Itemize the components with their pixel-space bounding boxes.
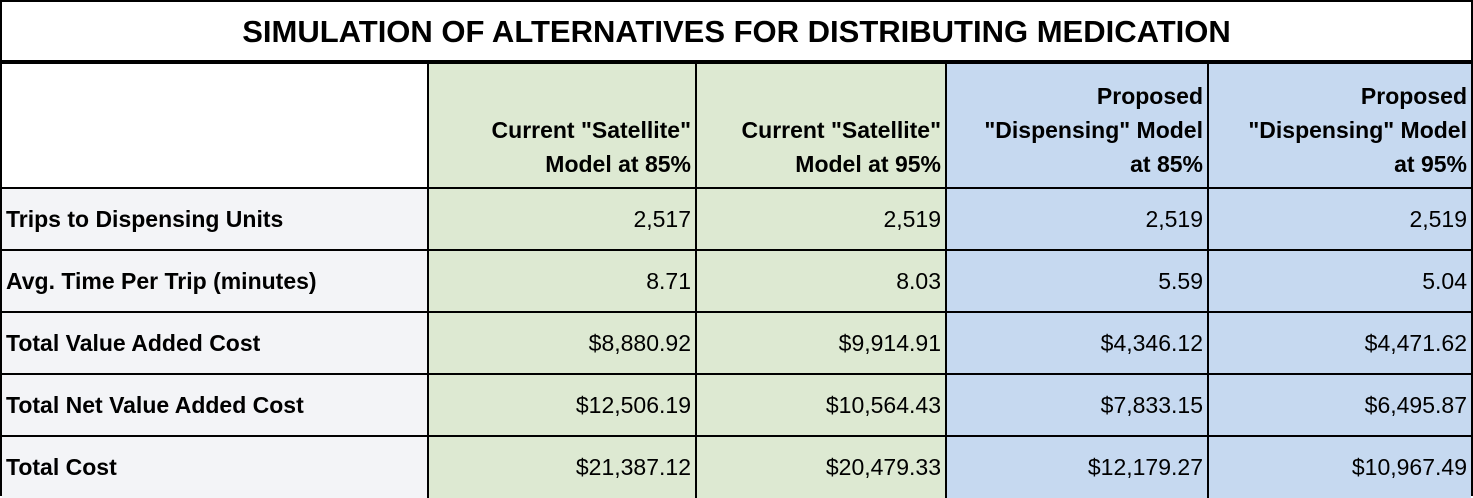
table-cell: $8,880.92: [427, 311, 697, 375]
row-label: Trips to Dispensing Units: [2, 187, 429, 251]
table-cell: $4,471.62: [1207, 311, 1471, 375]
header-line: Current "Satellite": [491, 117, 691, 143]
table-cell: $10,967.49: [1207, 435, 1471, 498]
header-cell: Current "Satellite" Model at 95%: [695, 62, 947, 189]
header-cell: Proposed "Dispensing" Model at 85%: [945, 62, 1209, 189]
table-cell: 2,519: [945, 187, 1209, 251]
table-cell: $12,179.27: [945, 435, 1209, 498]
header-line: Proposed: [1360, 83, 1467, 109]
header-line: "Dispensing" Model: [1248, 117, 1467, 143]
row-label: Avg. Time Per Trip (minutes): [2, 249, 429, 313]
header-cell: Proposed "Dispensing" Model at 95%: [1207, 62, 1471, 189]
header-row: Current "Satellite" Model at 85% Current "…: [2, 62, 1471, 189]
table-cell: 2,519: [1207, 187, 1471, 251]
table: Current "Satellite" Model at 85% Current "…: [2, 62, 1471, 498]
table-cell: 8.03: [695, 249, 947, 313]
header-line: Proposed: [1096, 83, 1203, 109]
table-cell: 2,517: [427, 187, 697, 251]
table-cell: $10,564.43: [695, 373, 947, 437]
header-cell: Current "Satellite" Model at 85%: [427, 62, 697, 189]
row-label: Total Value Added Cost: [2, 311, 429, 375]
table-cell: $12,506.19: [427, 373, 697, 437]
table-cell: $9,914.91: [695, 311, 947, 375]
table-cell: 5.59: [945, 249, 1209, 313]
table-cell: $4,346.12: [945, 311, 1209, 375]
table-cell: 5.04: [1207, 249, 1471, 313]
table-row: Total Net Value Added Cost $12,506.19 $10,…: [2, 373, 1471, 437]
row-label: Total Cost: [2, 435, 429, 498]
header-line: "Dispensing" Model: [984, 117, 1203, 143]
table-cell: $21,387.12: [427, 435, 697, 498]
header-line: at 85%: [1130, 151, 1203, 177]
table-cell: $20,479.33: [695, 435, 947, 498]
header-cell: [2, 62, 429, 189]
header-line: Model at 85%: [545, 151, 691, 177]
header-line: at 95%: [1394, 151, 1467, 177]
table-cell: 8.71: [427, 249, 697, 313]
table-row: Trips to Dispensing Units 2,517 2,519 2,519…: [2, 187, 1471, 251]
row-label: Total Net Value Added Cost: [2, 373, 429, 437]
header-line: Current "Satellite": [741, 117, 941, 143]
table-cell: 2,519: [695, 187, 947, 251]
table-row: Avg. Time Per Trip (minutes) 8.71 8.03 5.59…: [2, 249, 1471, 313]
title: SIMULATION OF ALTERNATIVES FOR DISTRIBUT…: [2, 2, 1471, 62]
table-cell: $6,495.87: [1207, 373, 1471, 437]
header-line: Model at 95%: [795, 151, 941, 177]
table-row: Total Value Added Cost $8,880.92 $9,914.91…: [2, 311, 1471, 375]
table-row: Total Cost $21,387.12 $20,479.33 $12,179.27…: [2, 435, 1471, 498]
table-cell: $7,833.15: [945, 373, 1209, 437]
